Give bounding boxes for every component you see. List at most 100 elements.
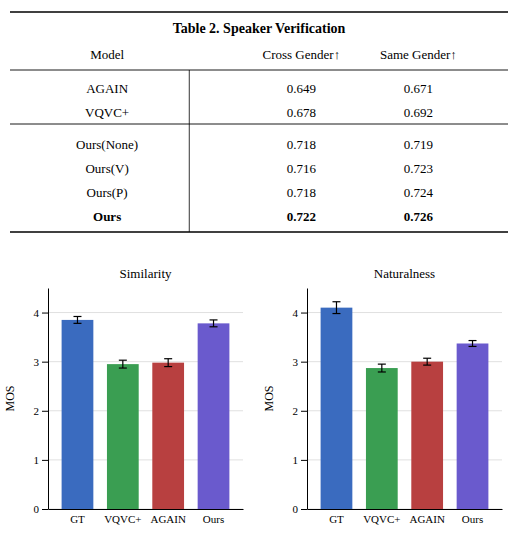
error-bar-part [336, 302, 337, 314]
error-bar-part [77, 316, 78, 323]
y-tick: 3 [34, 356, 49, 368]
x-tick: AGAIN [150, 513, 185, 525]
table: Table 2. Speaker VerificationModelCross … [10, 12, 508, 232]
y-tick: 4 [34, 307, 49, 319]
error-bar-part [213, 320, 214, 327]
error-bar-part [164, 366, 172, 367]
y-tick-label: 3 [293, 356, 299, 368]
y-axis-title: MOS [262, 385, 276, 411]
y-tick-mark [42, 313, 48, 314]
y-tick-label: 0 [293, 503, 299, 515]
error-bar [73, 316, 81, 323]
y-tick-label: 3 [34, 356, 40, 368]
table-cell: Ours(V) [85, 161, 128, 176]
error-bar-part [73, 316, 81, 317]
table-rule [10, 70, 508, 71]
y-tick-mark [42, 460, 48, 461]
y-tick-mark [301, 509, 307, 510]
bar [366, 368, 398, 509]
y-tick: 0 [293, 503, 308, 515]
grid [48, 313, 243, 509]
x-tick-label: Ours [462, 513, 483, 525]
y-tick-label: 4 [293, 307, 299, 319]
x-axis: GT VQVC+ AGAIN Ours [308, 510, 503, 525]
x-tick-label: Ours [203, 513, 224, 525]
y-tick-label: 2 [34, 405, 40, 417]
table-column-rule [189, 70, 190, 232]
error-bar-part [332, 301, 340, 302]
y-axis-title: MOS [3, 385, 17, 411]
table-cell: VQVC+ [85, 105, 129, 120]
table-cell: 0.718 [287, 185, 316, 200]
table-cell: 0.678 [287, 105, 316, 120]
y-tick: 3 [293, 356, 308, 368]
x-tick: GT [329, 513, 344, 525]
error-bar-part [119, 367, 127, 368]
error-bar [332, 302, 340, 314]
table-header: Cross Gender↑ [263, 47, 341, 62]
x-axis-line [308, 509, 503, 510]
table-cell: Ours(P) [87, 185, 128, 200]
y-tick-mark [301, 313, 307, 314]
x-axis-line [49, 509, 244, 510]
table-cell: 0.724 [404, 185, 434, 200]
y-tick-label: 1 [293, 454, 299, 466]
error-bar [423, 358, 431, 365]
y-axis: 0 1 2 3 4 [34, 289, 49, 516]
y-tick: 1 [293, 454, 308, 466]
error-bar-part [122, 360, 123, 368]
x-tick: Ours [203, 513, 224, 525]
y-tick-label: 0 [34, 503, 40, 515]
error-bar-part [378, 371, 386, 372]
error-bar [210, 320, 218, 327]
error-bar-part [210, 326, 218, 327]
x-tick-label: VQVC+ [363, 513, 400, 525]
error-bar-part [423, 365, 431, 366]
bar [321, 308, 353, 509]
error-bar-part [332, 313, 340, 314]
figure: Table 2. Speaker VerificationModelCross … [0, 0, 518, 540]
bar-chart: 0 1 2 3 4 GT VQVC+ AGAIN Ours Naturalness MOS [262, 266, 503, 525]
bar [457, 343, 489, 509]
bar [152, 363, 184, 509]
error-bar-part [378, 364, 386, 365]
y-tick-mark [42, 411, 48, 412]
table-cell: 0.716 [287, 161, 317, 176]
table-cell: Ours(None) [76, 137, 138, 152]
x-tick-label: GT [70, 513, 85, 525]
x-tick-label: AGAIN [150, 513, 185, 525]
plot-area [321, 302, 489, 509]
table-cell: 0.722 [287, 209, 316, 224]
error-bar-part [427, 358, 428, 365]
x-tick-label: GT [329, 513, 344, 525]
x-tick: AGAIN [409, 513, 444, 525]
table-cell: 0.718 [287, 137, 316, 152]
y-tick: 1 [34, 454, 49, 466]
table-cell: 0.671 [404, 81, 433, 96]
x-tick: VQVC+ [104, 513, 141, 525]
x-axis: GT VQVC+ AGAIN Ours [49, 510, 244, 525]
error-bar [164, 359, 172, 367]
chart-title: Naturalness [374, 266, 435, 281]
table-cell: 0.649 [287, 81, 316, 96]
x-tick-label: VQVC+ [104, 513, 141, 525]
bar [411, 362, 443, 509]
y-tick-label: 1 [34, 454, 40, 466]
table-cell: 0.692 [404, 105, 433, 120]
error-bar-part [210, 319, 218, 320]
bar-chart: 01234GTVQVC+AGAINOursSimilarityMOS [3, 266, 244, 525]
error-bar [378, 364, 386, 372]
plot-area [62, 316, 230, 509]
x-tick: GT [70, 513, 85, 525]
y-tick: 2 [293, 405, 308, 417]
y-tick-mark [42, 509, 48, 510]
x-tick: VQVC+ [363, 513, 400, 525]
error-bar-part [381, 364, 382, 372]
y-axis-line [48, 289, 49, 510]
y-tick: 0 [34, 503, 49, 515]
y-tick-mark [301, 362, 307, 363]
table-cell: 0.726 [404, 209, 434, 224]
table-rule [10, 11, 508, 13]
error-bar [469, 341, 477, 347]
bar [198, 323, 230, 509]
